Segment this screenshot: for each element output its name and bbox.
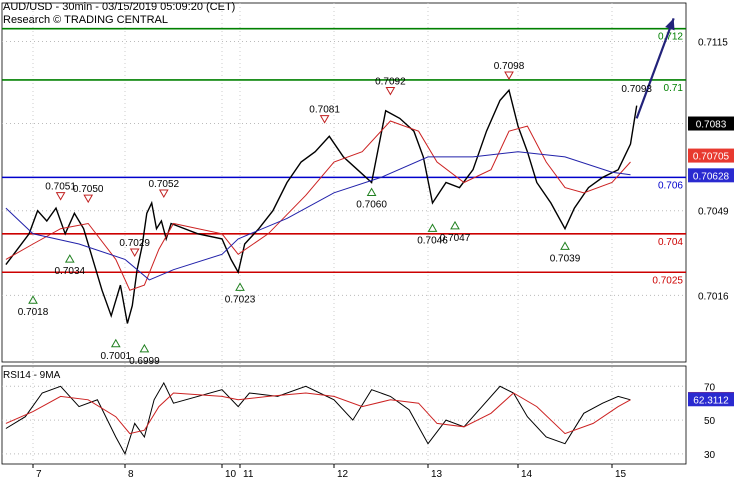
price-tag [688,116,734,131]
pivot-label: 0.7092 [375,76,406,87]
x-tick-label: 7 [36,469,42,480]
level-label: 0.71 [664,83,684,94]
price-tag-label: 0.70628 [693,171,730,182]
rsi-tick-label: 50 [704,416,716,427]
level-label: 0.706 [658,180,683,191]
price-series [5,18,675,456]
pivot-label: 0.7039 [550,253,581,264]
price-tag [688,168,734,183]
chart-frame [1,2,687,465]
pivot-high-marker [83,194,94,204]
x-tick-label: 8 [128,469,134,480]
price-series-line [5,120,631,291]
x-tick-label: 10 [225,469,237,480]
pivot-label: 0.7047 [440,233,471,244]
chart-credit: Research © TRADING CENTRAL [3,14,168,26]
pivot-label: 0.7081 [309,105,340,116]
rsi-tag-label: 62.3112 [693,395,729,406]
projection-arrow [635,18,675,119]
pivot-low-marker [450,220,460,230]
rsi-tag [688,392,734,407]
pivot-label: 0.7046 [417,235,448,246]
pivot-low-marker [560,241,570,250]
pivot-low-marker [110,338,121,348]
price-series-line [5,88,638,324]
rsi-series-line [5,392,631,435]
pivot-low-marker [235,282,245,291]
pivot-high-marker [385,86,396,96]
rsi-panel-border [1,365,687,465]
pivot-high-marker [158,189,169,199]
chart-title: AUD/USD - 30min - 03/15/2019 05:09:20 (C… [3,1,236,13]
pivot-high-marker [55,192,66,201]
y-tick-label: 0.7049 [698,207,729,218]
pivot-label: 0.7060 [356,200,387,211]
pivot-low-marker [427,223,438,232]
x-tick-label: 12 [337,469,349,480]
pivot-low-marker [366,187,377,196]
pivot-label: 0.7093 [621,84,652,95]
pivot-label: 0.7051 [45,182,76,193]
pivot-label: 0.6999 [129,356,160,367]
pivot-label: 0.7052 [149,179,180,190]
pivot-label: 0.7023 [225,294,256,305]
price-series-line [5,151,631,281]
pivot-high-marker [319,115,330,124]
y-tick-label: 0.7016 [698,291,729,302]
y-tick-label: 0.7115 [698,37,728,48]
x-tick-label: 14 [521,469,533,480]
pivot-label: 0.7018 [18,307,49,318]
level-lines: 0.712 0.71 0.706 0.704 0.7025 [2,27,686,286]
pivot-label: 0.7098 [494,61,525,72]
price-tag-label: 0.70705 [693,152,730,163]
level-label: 0.704 [658,237,683,248]
rsi-tick-label: 30 [704,450,716,461]
rsi-tick-label: 70 [704,382,716,393]
pivot-label: 0.7029 [119,238,150,249]
projection-arrow-head [665,18,675,31]
pivot-label: 0.7034 [55,266,86,277]
pivot-high-marker [129,248,140,258]
price-tag [688,148,734,163]
rsi-title: RSI14 - 9MA [3,370,61,381]
level-label: 0.7025 [652,275,683,286]
x-tick-label: 11 [243,469,254,480]
x-tick-label: 15 [615,469,627,480]
level-label: 0.712 [658,32,683,43]
rsi-series-line [5,381,631,456]
pivot-low-marker [28,295,38,304]
pivot-label: 0.7001 [101,351,132,362]
x-tick-label: 13 [431,469,443,480]
price-tag-label: 0.7083 [696,120,727,131]
pivot-label: 0.7050 [73,184,104,195]
axes: 0.71150.70830.70490.70167050307810111213… [32,37,729,480]
pivot-low-marker [64,254,75,263]
pivot-low-marker [139,343,150,353]
main-panel-border [1,2,687,363]
pivot-high-marker [504,71,514,81]
